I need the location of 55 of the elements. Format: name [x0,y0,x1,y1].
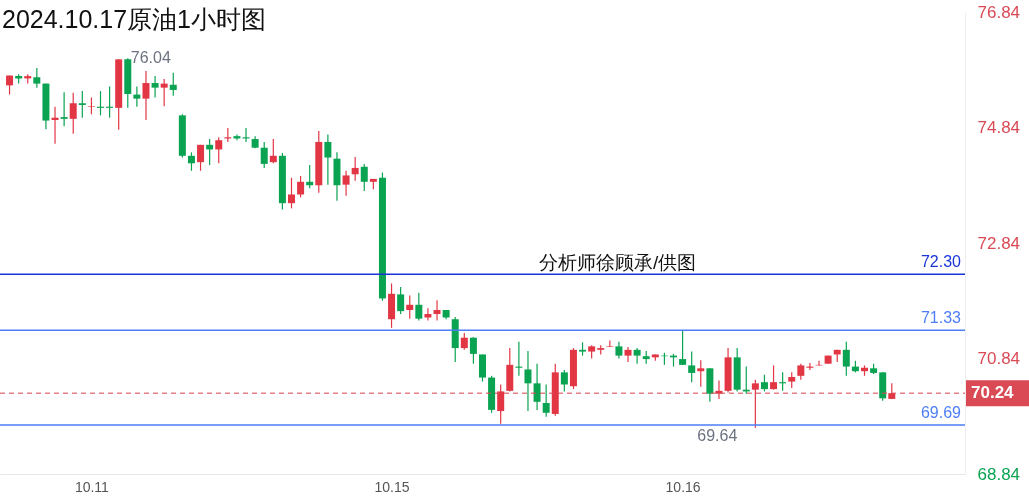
x-tick-label: 10.11 [74,478,110,495]
candlestick [497,383,505,425]
y-tick-label: 76.84 [977,2,1021,22]
candlestick [33,67,41,89]
candlestick [842,341,850,377]
candlestick [397,286,405,315]
candlestick [187,151,195,172]
candlestick [697,359,705,388]
y-tick-label: 68.84 [977,464,1021,484]
candlestick [751,379,759,429]
candlestick [169,72,177,97]
candlestick [542,383,550,418]
candlestick [633,347,641,365]
candlestick [142,70,150,121]
candlestick [469,336,477,365]
candlestick [288,177,295,209]
candlestick [342,170,350,197]
candlestick [69,92,77,135]
candlestick [524,350,532,412]
candlestick [324,133,332,186]
candlestick [406,294,414,320]
candlestick [624,346,632,363]
candlestick [78,90,86,119]
candlestick [297,175,305,198]
ref-line-label: 69.69 [920,403,962,421]
candlestick [133,85,141,108]
candlestick [560,369,568,393]
candlestick [479,353,486,383]
candlestick [351,156,359,182]
annotation: 分析师徐顾承/供图 [538,252,697,274]
candlestick [215,136,223,164]
candlestick [688,350,696,383]
candlestick [197,144,205,172]
ref-line-label: 72.30 [920,253,962,271]
candlestick [160,78,168,107]
candlestick [415,292,423,321]
y-tick-label: 70.84 [977,349,1021,368]
candlestick [269,138,277,164]
ref-line-label: 71.33 [920,309,962,327]
candlestick [151,75,159,99]
x-tick-label: 10.16 [665,478,701,495]
candlestick [679,329,687,366]
candlestick [770,364,778,391]
annotation: 76.04 [130,49,171,67]
x-tick-label: 10.15 [374,478,410,495]
annotation: 69.64 [697,426,738,444]
candlestick [260,141,268,169]
candlestick [433,299,441,321]
ref-line-label: 70.24 [971,383,1015,403]
y-tick-label: 74.84 [977,118,1021,137]
candlestick [360,163,368,192]
candlestick [60,91,68,127]
candlestick [533,363,541,411]
chart-title: 2024.10.17原油1小时图 [2,5,267,33]
y-tick-label: 72.84 [977,233,1021,253]
